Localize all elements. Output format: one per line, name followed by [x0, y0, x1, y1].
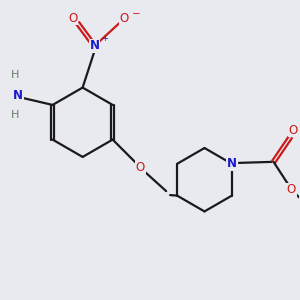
Text: N: N: [13, 88, 23, 101]
Text: H: H: [11, 110, 19, 120]
Text: +: +: [101, 34, 108, 43]
Text: O: O: [120, 12, 129, 25]
Text: O: O: [136, 161, 145, 174]
Text: N: N: [227, 158, 237, 170]
Text: O: O: [68, 12, 77, 25]
Text: H: H: [11, 70, 19, 80]
Text: N: N: [89, 40, 100, 52]
Text: O: O: [289, 124, 298, 137]
Text: O: O: [287, 183, 296, 196]
Text: −: −: [132, 9, 140, 19]
